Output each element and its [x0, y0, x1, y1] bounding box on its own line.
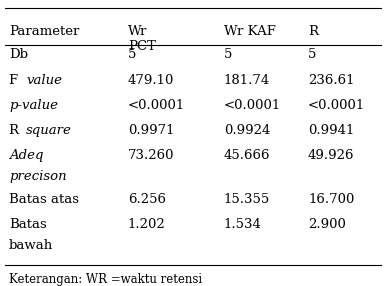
Text: 6.256: 6.256 — [128, 193, 166, 206]
Text: <0.0001: <0.0001 — [308, 99, 365, 112]
Text: 15.355: 15.355 — [223, 193, 270, 206]
Text: Parameter: Parameter — [9, 25, 80, 38]
Text: 45.666: 45.666 — [223, 149, 270, 162]
Text: 479.10: 479.10 — [128, 74, 174, 87]
Text: F: F — [9, 74, 22, 87]
Text: 2.900: 2.900 — [308, 218, 346, 231]
Text: <0.0001: <0.0001 — [128, 99, 185, 112]
Text: 73.260: 73.260 — [128, 149, 174, 162]
Text: value: value — [27, 74, 63, 87]
Text: p-value: p-value — [9, 99, 58, 112]
Text: 0.9941: 0.9941 — [308, 124, 354, 137]
Text: R: R — [308, 25, 318, 38]
Text: 5: 5 — [308, 49, 317, 61]
Text: 0.9971: 0.9971 — [128, 124, 174, 137]
Text: Db: Db — [9, 49, 28, 61]
Text: 1.534: 1.534 — [223, 218, 262, 231]
Text: 1.202: 1.202 — [128, 218, 166, 231]
Text: Batas atas: Batas atas — [9, 193, 79, 206]
Text: 16.700: 16.700 — [308, 193, 354, 206]
Text: R: R — [9, 124, 23, 137]
Text: bawah: bawah — [9, 239, 53, 252]
Text: precison: precison — [9, 170, 67, 183]
Text: 5: 5 — [223, 49, 232, 61]
Text: Wr
PCT: Wr PCT — [128, 25, 156, 53]
Text: Wr KAF: Wr KAF — [223, 25, 276, 38]
Text: 181.74: 181.74 — [223, 74, 270, 87]
Text: <0.0001: <0.0001 — [223, 99, 281, 112]
Text: Adeq: Adeq — [9, 149, 44, 162]
Text: square: square — [25, 124, 71, 137]
Text: 0.9924: 0.9924 — [223, 124, 270, 137]
Text: 236.61: 236.61 — [308, 74, 354, 87]
Text: 5: 5 — [128, 49, 136, 61]
Text: 49.926: 49.926 — [308, 149, 354, 162]
Text: Keterangan: WR =waktu retensi: Keterangan: WR =waktu retensi — [9, 273, 202, 286]
Text: Batas: Batas — [9, 218, 47, 231]
